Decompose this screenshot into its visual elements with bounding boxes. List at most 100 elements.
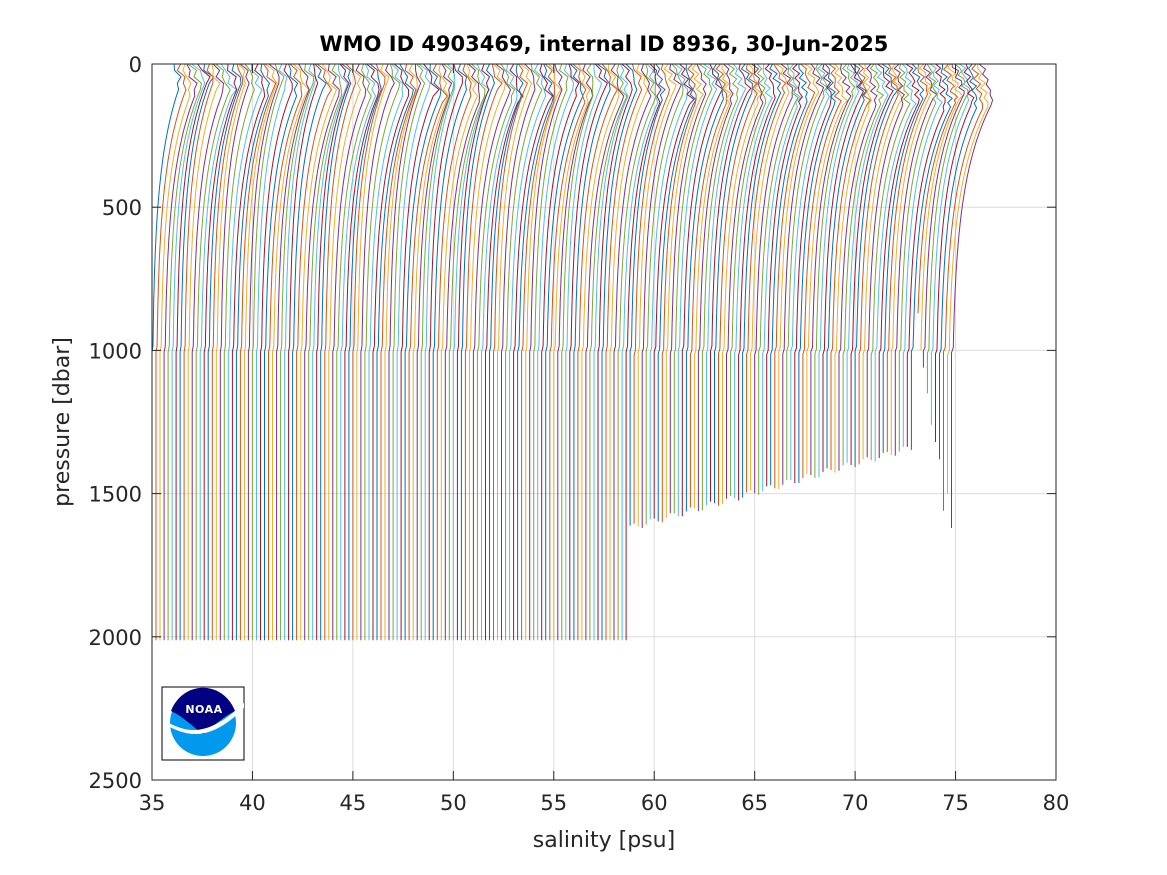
profile-line — [276, 63, 310, 641]
profile-line — [597, 63, 633, 641]
profile-line — [183, 63, 214, 641]
profile-line — [207, 63, 242, 641]
profile-line — [894, 63, 938, 456]
profile-line — [906, 63, 946, 447]
y-tick-label: 0 — [129, 53, 142, 77]
x-tick-label: 35 — [139, 791, 166, 815]
profile-line — [922, 63, 965, 368]
profile-line — [308, 63, 342, 641]
profile-line — [645, 63, 684, 525]
profile-line — [452, 63, 491, 641]
logo-label: NOAA — [185, 703, 222, 716]
logo-wave — [163, 703, 244, 735]
profile-line — [846, 63, 889, 463]
profile-line — [513, 63, 554, 641]
profile-line — [939, 63, 978, 460]
profile-line — [456, 63, 491, 641]
profile-line — [718, 63, 758, 506]
y-tick-label: 2500 — [89, 769, 142, 793]
profile-line — [416, 63, 453, 641]
profile-line — [621, 63, 659, 641]
profile-line — [629, 63, 666, 526]
profile-line — [902, 63, 943, 447]
profile-line — [521, 63, 556, 641]
profile-line — [581, 63, 620, 641]
profile-line — [565, 63, 603, 641]
profile-line — [195, 63, 231, 641]
profile-line — [758, 63, 799, 495]
profile-line — [179, 63, 215, 641]
profile-line — [930, 63, 970, 425]
profile-line — [396, 63, 431, 641]
profile-line — [468, 63, 507, 641]
profile-line — [187, 63, 221, 641]
profile-line — [529, 63, 563, 641]
profile-line — [505, 63, 543, 641]
profile-line — [886, 63, 929, 452]
x-tick-label: 40 — [239, 791, 266, 815]
profile-line — [561, 63, 594, 641]
profile-line — [304, 63, 340, 641]
profile-line — [235, 63, 270, 641]
profile-line — [260, 63, 293, 641]
profile-line — [649, 63, 689, 520]
profile-line — [163, 63, 198, 641]
profile-line — [917, 63, 959, 314]
profile-line — [175, 63, 211, 641]
profile-line — [284, 63, 317, 641]
profile-line — [476, 63, 516, 641]
profile-line — [553, 63, 591, 641]
profile-line — [850, 63, 894, 465]
x-tick-label: 70 — [842, 791, 869, 815]
profile-line — [199, 63, 238, 641]
profile-line — [818, 63, 860, 477]
profile-line — [697, 63, 734, 512]
profile-line — [810, 63, 852, 475]
profile-line — [633, 63, 671, 524]
profile-line — [637, 63, 677, 527]
profile-line — [673, 63, 713, 514]
profile-line — [798, 63, 836, 483]
profile-line — [288, 63, 319, 641]
profile-line — [842, 63, 885, 466]
profile-line — [517, 63, 555, 641]
profile-line — [243, 63, 278, 641]
profile-line — [392, 63, 426, 641]
profile-line — [460, 63, 495, 641]
profile-line — [364, 63, 401, 641]
profile-line — [722, 63, 763, 504]
profile-line — [706, 63, 747, 506]
profile-line — [264, 63, 299, 641]
profile-line — [296, 63, 333, 641]
profile-line — [730, 63, 767, 496]
profile-line — [501, 63, 536, 641]
profile-line — [685, 63, 725, 512]
profile-line — [890, 63, 933, 455]
profile-line — [669, 63, 707, 514]
profile-line — [617, 63, 657, 641]
profile-line — [300, 63, 338, 641]
profile-line — [444, 63, 480, 641]
profile-line — [625, 63, 662, 641]
profile-line — [762, 63, 802, 492]
profiles — [151, 63, 994, 641]
profile-line — [854, 63, 899, 468]
profile-line — [412, 63, 449, 641]
profile-line — [943, 63, 984, 511]
profile-line — [605, 63, 643, 641]
profile-line — [701, 63, 739, 511]
x-tick-label: 60 — [641, 791, 668, 815]
profile-line — [251, 63, 285, 641]
profile-line — [211, 63, 244, 641]
profile-line — [786, 63, 829, 481]
profile-line — [778, 63, 820, 489]
profile-line — [464, 63, 503, 641]
profile-line — [448, 63, 486, 641]
profile-line — [280, 63, 315, 641]
x-tick-label: 45 — [340, 791, 367, 815]
profile-line — [577, 63, 619, 641]
profile-line — [870, 63, 911, 460]
profile-line — [681, 63, 724, 517]
profile-line — [316, 63, 350, 641]
x-tick-label: 65 — [741, 791, 768, 815]
